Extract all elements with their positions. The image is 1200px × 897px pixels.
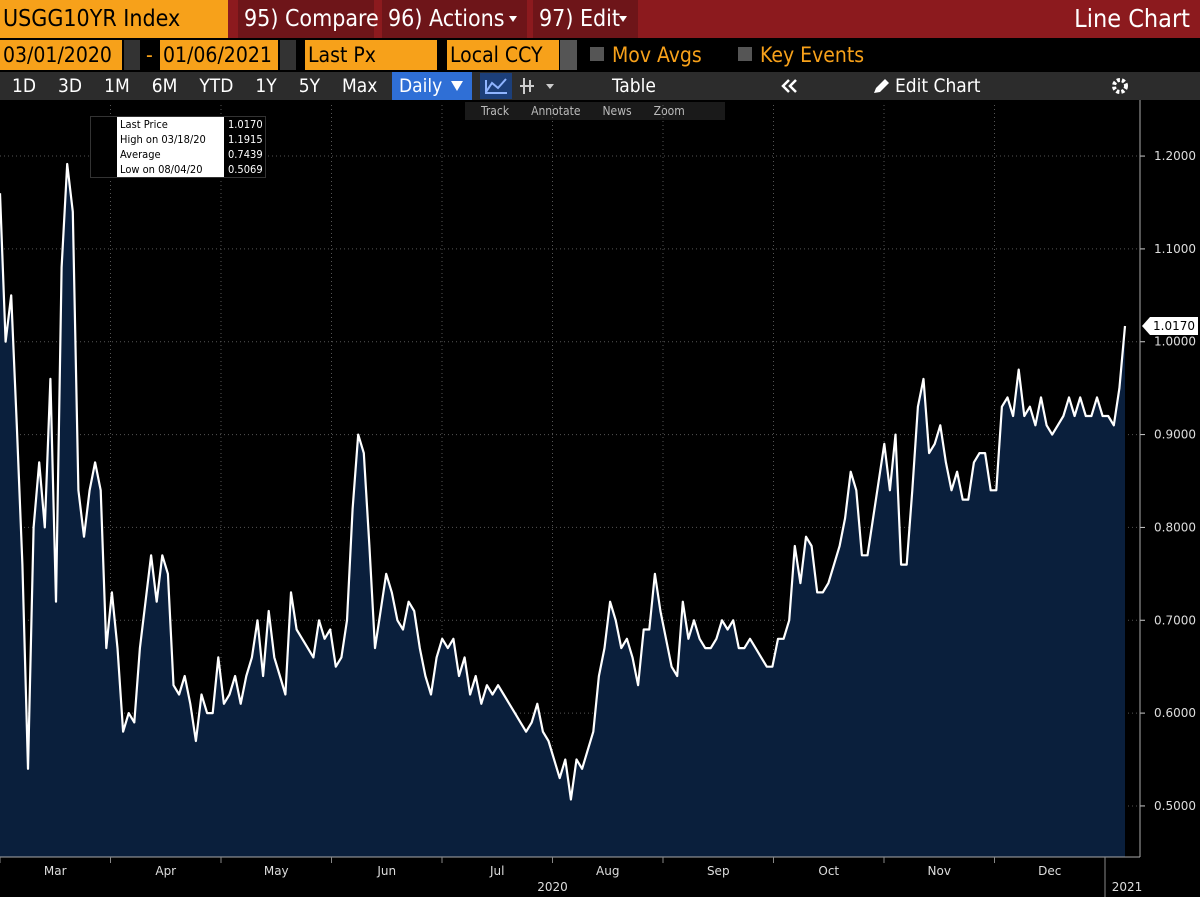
calendar-icon[interactable]	[124, 40, 140, 70]
chart-style-icons[interactable]	[478, 72, 558, 100]
dropdown-icon	[451, 81, 463, 91]
range-button[interactable]: 6M	[151, 75, 178, 97]
last-value-label: 1.0170	[1153, 319, 1195, 333]
x-tick-label: Oct	[818, 864, 839, 878]
line	[0, 162, 1127, 801]
legend-label: High on 03/18/20	[117, 132, 224, 147]
range-button[interactable]: 1M	[104, 75, 130, 97]
pencil-icon	[874, 79, 889, 93]
x-tick-label: Aug	[596, 864, 619, 878]
range-buttons: 1D 3D 1M 6M YTD 1Y 5Y Max	[0, 72, 390, 100]
legend-label: Average	[117, 147, 224, 162]
legend: Last Price 1.0170 High on 03/18/20 1.1915 Av…	[90, 116, 266, 178]
table-button[interactable]: Table	[612, 75, 656, 97]
currency-dropdown[interactable]	[560, 40, 577, 70]
chart: 0.5000 0.6000 0.7000 0.8000 0.9000 1.0000 1.10…	[0, 100, 1198, 897]
y-tick-label: 0.6000	[1154, 706, 1196, 720]
y-tick-label: 0.7000	[1154, 613, 1196, 627]
mov-avgs[interactable]: Mov Avgs	[612, 43, 702, 67]
chart-tool[interactable]: Track	[481, 104, 510, 118]
x-tick-label: Apr	[155, 864, 176, 878]
legend-value: 1.0170	[228, 118, 263, 131]
y-tick-label: 1.1000	[1154, 242, 1196, 256]
settings-icon[interactable]	[1111, 77, 1129, 95]
checkbox[interactable]	[738, 47, 752, 61]
frequency[interactable]: Daily	[392, 72, 472, 100]
area	[0, 164, 1125, 857]
year-label: 2021	[1112, 880, 1143, 894]
legend-label: Low on 08/04/20	[117, 162, 224, 177]
y-tick-label: 1.0000	[1154, 335, 1196, 349]
y-tick-label: 0.5000	[1154, 799, 1196, 813]
y-tick-label: 1.2000	[1154, 149, 1196, 163]
chart-tool[interactable]: News	[602, 104, 632, 118]
legend-row: Last Price 1.0170	[91, 117, 265, 132]
legend-value: 0.5069	[228, 163, 263, 176]
x-tick-label: Sep	[707, 864, 730, 878]
end-date[interactable]: 01/06/2021	[160, 40, 278, 70]
legend-row: Average 0.7439	[91, 147, 265, 162]
field[interactable]: Last Px	[305, 40, 437, 70]
dropdown-icon	[619, 16, 627, 22]
y-tick-label: 0.8000	[1154, 520, 1196, 534]
calendar-icon[interactable]	[280, 40, 296, 70]
edit-chart-button[interactable]: Edit Chart	[895, 75, 981, 97]
range-button[interactable]: YTD	[199, 75, 234, 97]
actions-label: 96) Actions	[388, 6, 505, 32]
view-title: Line Chart	[1074, 4, 1190, 33]
legend-row: Low on 08/04/20 0.5069	[91, 162, 265, 177]
range-button[interactable]: Max	[342, 75, 378, 97]
x-tick-label: May	[264, 864, 289, 878]
range-button[interactable]: 5Y	[298, 75, 321, 97]
legend-row: High on 03/18/20 1.1915	[91, 132, 265, 147]
toolbar: USGG10YR Index 95) Compare 96) Actions 9…	[0, 0, 1200, 100]
chart-tool[interactable]: Zoom	[653, 104, 685, 118]
x-tick-label: Jun	[376, 864, 396, 878]
year-label: 2020	[537, 880, 568, 894]
dropdown-icon	[509, 16, 517, 22]
start-date[interactable]: 03/01/2020	[0, 40, 122, 70]
compare-button[interactable]: 95) Compare	[238, 0, 379, 38]
chart-tool[interactable]: Annotate	[531, 104, 581, 118]
range-button[interactable]: 1Y	[255, 75, 277, 97]
x-tick-label: Jul	[489, 864, 504, 878]
collapse-icon[interactable]	[780, 78, 800, 94]
checkbox[interactable]	[590, 47, 604, 61]
x-tick-label: Nov	[928, 864, 951, 878]
chart-tools: Track Annotate News Zoom	[465, 102, 725, 120]
key-events[interactable]: Key Events	[760, 43, 865, 67]
legend-value: 0.7439	[228, 148, 263, 161]
legend-value: 1.1915	[228, 133, 263, 146]
actions-button[interactable]: 96) Actions	[382, 0, 527, 38]
ticker[interactable]: USGG10YR Index	[0, 0, 228, 38]
x-tick-label: Mar	[44, 864, 67, 878]
range-button[interactable]: 1D	[12, 75, 37, 97]
date-separator: -	[146, 43, 153, 67]
range-bar	[0, 72, 1200, 100]
legend-label: Last Price	[117, 117, 224, 132]
range-button[interactable]: 3D	[58, 75, 83, 97]
last-value-box	[1142, 316, 1198, 335]
x-tick-label: Dec	[1038, 864, 1061, 878]
y-tick-label: 0.9000	[1154, 428, 1196, 442]
currency[interactable]: Local CCY	[447, 40, 559, 70]
edit-button[interactable]: 97) Edit	[533, 0, 638, 38]
edit-label: 97) Edit	[539, 6, 621, 32]
